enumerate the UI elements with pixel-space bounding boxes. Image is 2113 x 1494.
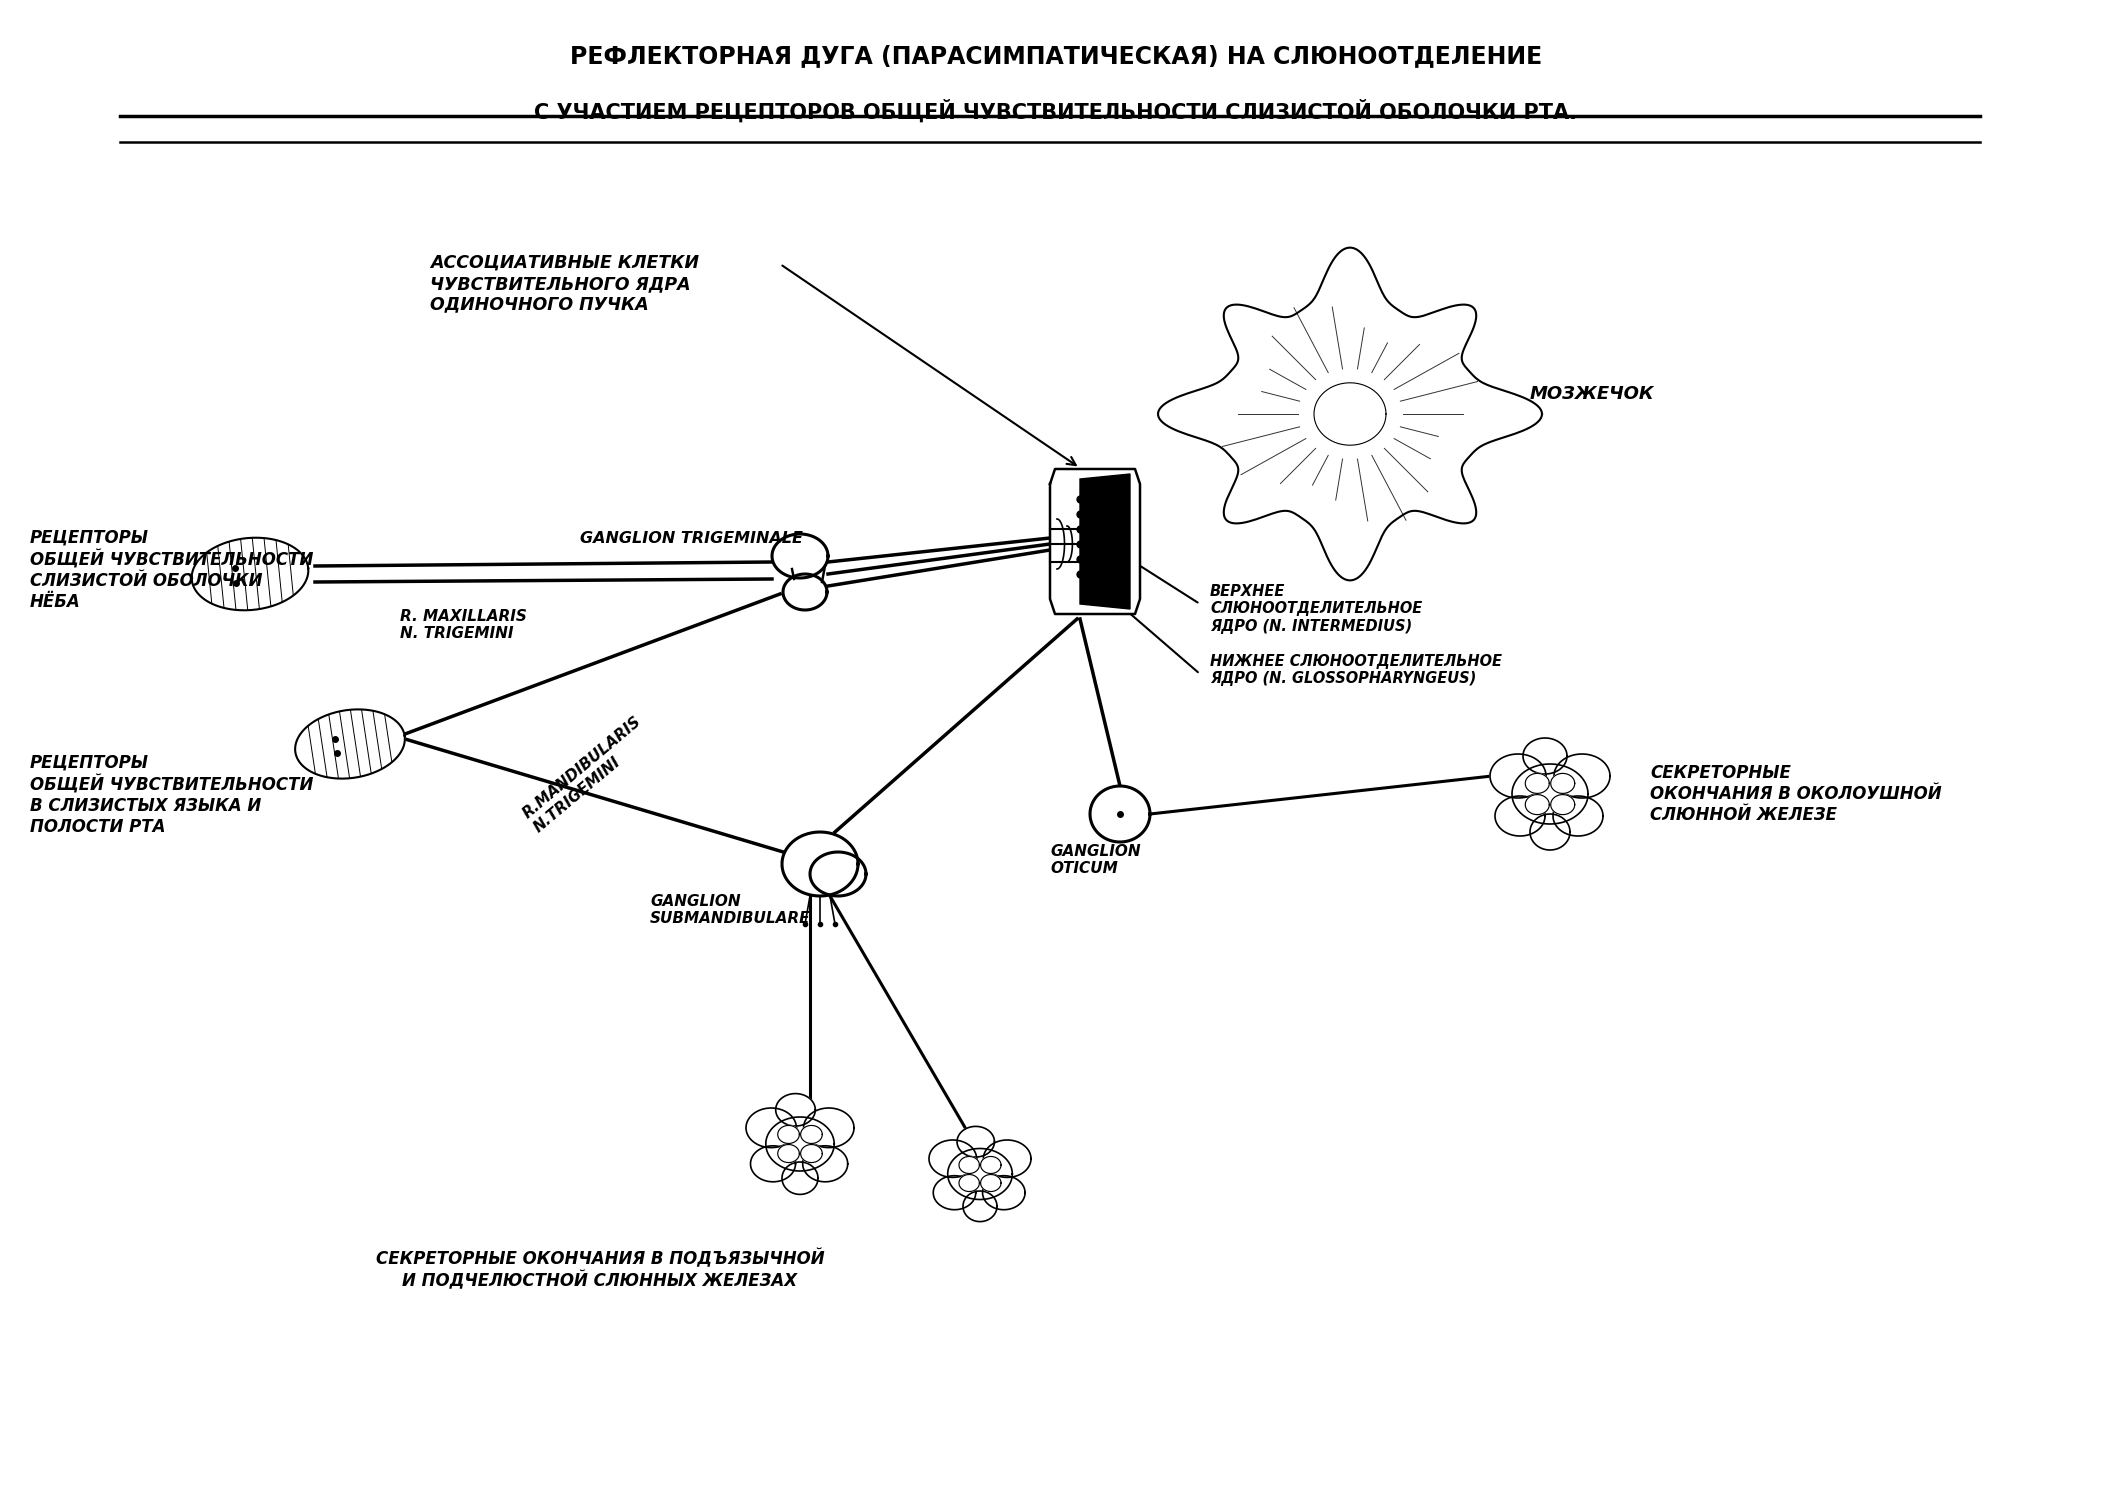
Polygon shape	[801, 1125, 822, 1143]
Polygon shape	[1526, 795, 1549, 814]
Polygon shape	[803, 1146, 847, 1182]
Polygon shape	[765, 1118, 835, 1171]
Polygon shape	[771, 533, 828, 578]
Text: GANGLION
OTICUM: GANGLION OTICUM	[1050, 844, 1141, 877]
Polygon shape	[959, 1174, 980, 1192]
Polygon shape	[1523, 738, 1568, 774]
Text: GANGLION TRIGEMINALE: GANGLION TRIGEMINALE	[579, 532, 803, 547]
Text: R.MANDIBULARIS
N.TRIGEMINI: R.MANDIBULARIS N.TRIGEMINI	[520, 714, 655, 835]
Polygon shape	[1551, 774, 1574, 793]
Text: АССОЦИАТИВНЫЕ КЛЕТКИ
ЧУВСТВИТЕЛЬНОГО ЯДРА
ОДИНОЧНОГО ПУЧКА: АССОЦИАТИВНЫЕ КЛЕТКИ ЧУВСТВИТЕЛЬНОГО ЯДР…	[431, 254, 699, 314]
Polygon shape	[930, 1140, 976, 1177]
Text: РЕЦЕПТОРЫ
ОБЩЕЙ ЧУВСТВИТЕЛЬНОСТИ
СЛИЗИСТОЙ ОБОЛОЧКИ
НЁБА: РЕЦЕПТОРЫ ОБЩЕЙ ЧУВСТВИТЕЛЬНОСТИ СЛИЗИСТ…	[30, 529, 313, 611]
Polygon shape	[980, 1174, 1002, 1192]
Polygon shape	[778, 1144, 799, 1162]
Polygon shape	[934, 1176, 976, 1210]
Text: НИЖНЕЕ СЛЮНООТДЕЛИТЕЛЬНОЕ
ЯДРО (N. GLOSSOPHARYNGEUS): НИЖНЕЕ СЛЮНООТДЕЛИТЕЛЬНОЕ ЯДРО (N. GLOSS…	[1211, 654, 1502, 686]
Polygon shape	[949, 1149, 1012, 1200]
Polygon shape	[957, 1126, 995, 1156]
Polygon shape	[746, 1109, 797, 1147]
Polygon shape	[784, 574, 826, 610]
Polygon shape	[803, 1109, 854, 1147]
Polygon shape	[296, 710, 406, 778]
Polygon shape	[1490, 754, 1547, 798]
Polygon shape	[750, 1146, 794, 1182]
Text: С УЧАСТИЕМ РЕЦЕПТОРОВ ОБЩЕЙ ЧУВСТВИТЕЛЬНОСТИ СЛИЗИСТОЙ ОБОЛОЧКИ РТА.: С УЧАСТИЕМ РЕЦЕПТОРОВ ОБЩЕЙ ЧУВСТВИТЕЛЬН…	[535, 99, 1578, 123]
Polygon shape	[1496, 796, 1545, 837]
Text: ВЕРХНЕЕ
СЛЮНООТДЕЛИТЕЛЬНОЕ
ЯДРО (N. INTERMEDIUS): ВЕРХНЕЕ СЛЮНООТДЕЛИТЕЛЬНОЕ ЯДРО (N. INTE…	[1211, 584, 1422, 633]
Polygon shape	[1553, 754, 1610, 798]
Polygon shape	[1553, 796, 1604, 837]
Polygon shape	[980, 1156, 1002, 1173]
Polygon shape	[1050, 469, 1141, 614]
Polygon shape	[1314, 382, 1386, 445]
Polygon shape	[1513, 763, 1589, 825]
Polygon shape	[192, 538, 308, 610]
Polygon shape	[1530, 814, 1570, 850]
Polygon shape	[778, 1125, 799, 1143]
Polygon shape	[1526, 774, 1549, 793]
Text: R. MAXILLARIS
N. TRIGEMINI: R. MAXILLARIS N. TRIGEMINI	[399, 610, 526, 641]
Polygon shape	[1080, 474, 1130, 610]
Text: РЕФЛЕКТОРНАЯ ДУГА (ПАРАСИМПАТИЧЕСКАЯ) НА СЛЮНООТДЕЛЕНИЕ: РЕФЛЕКТОРНАЯ ДУГА (ПАРАСИМПАТИЧЕСКАЯ) НА…	[571, 43, 1542, 69]
Polygon shape	[1551, 795, 1574, 814]
Text: РЕЦЕПТОРЫ
ОБЩЕЙ ЧУВСТВИТЕЛЬНОСТИ
В СЛИЗИСТЫХ ЯЗЫКА И
ПОЛОСТИ РТА: РЕЦЕПТОРЫ ОБЩЕЙ ЧУВСТВИТЕЛЬНОСТИ В СЛИЗИ…	[30, 754, 313, 835]
Polygon shape	[983, 1176, 1025, 1210]
Polygon shape	[782, 1162, 818, 1194]
Text: СЕКРЕТОРНЫЕ ОКОНЧАНИЯ В ПОДЪЯЗЫЧНОЙ
И ПОДЧЕЛЮСТНОЙ СЛЮННЫХ ЖЕЛЕЗАХ: СЕКРЕТОРНЫЕ ОКОНЧАНИЯ В ПОДЪЯЗЫЧНОЙ И ПО…	[376, 1249, 824, 1291]
Polygon shape	[1158, 248, 1542, 580]
Text: МОЗЖЕЧОК: МОЗЖЕЧОК	[1530, 385, 1654, 403]
Polygon shape	[964, 1191, 997, 1222]
Polygon shape	[1090, 786, 1149, 843]
Text: GANGLION
SUBMANDIBULARE: GANGLION SUBMANDIBULARE	[651, 893, 811, 926]
Text: СЕКРЕТОРНЫЕ
ОКОНЧАНИЯ В ОКОЛОУШНОЙ
СЛЮННОЙ ЖЕЛЕЗЕ: СЕКРЕТОРНЫЕ ОКОНЧАНИЯ В ОКОЛОУШНОЙ СЛЮНН…	[1650, 763, 1942, 823]
Polygon shape	[782, 832, 858, 896]
Polygon shape	[775, 1094, 816, 1126]
Polygon shape	[801, 1144, 822, 1162]
Polygon shape	[983, 1140, 1031, 1177]
Polygon shape	[809, 852, 866, 896]
Polygon shape	[959, 1156, 980, 1173]
